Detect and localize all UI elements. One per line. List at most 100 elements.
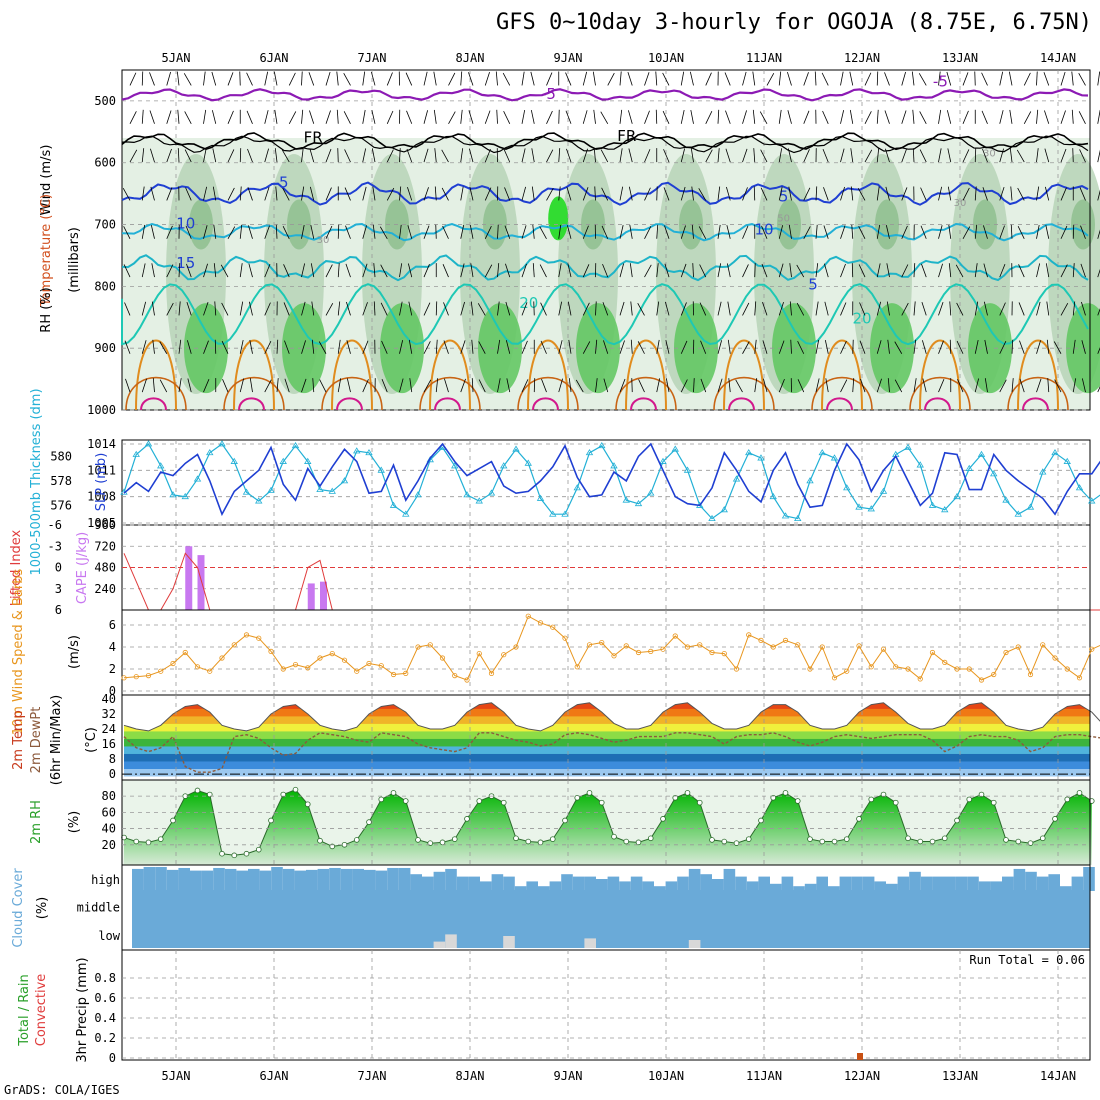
- wind-barb: [644, 187, 651, 201]
- date-label-bottom: 8JAN: [456, 1069, 485, 1083]
- thickness-marker: [757, 454, 765, 461]
- thickness-marker: [267, 486, 275, 493]
- wind-barb: [1080, 263, 1086, 278]
- temp-band: [124, 702, 1090, 709]
- wind-barb: [166, 71, 171, 86]
- wind-barb: [760, 149, 768, 163]
- wind-barb: [176, 71, 180, 86]
- wind-barb: [761, 263, 768, 278]
- wind-barb: [859, 302, 866, 316]
- thickness-marker: [291, 441, 300, 449]
- wind-barb: [325, 302, 334, 316]
- rh-marker: [905, 835, 911, 842]
- isotherm: [121, 222, 1089, 242]
- wind-barb: [227, 72, 234, 86]
- wind-barb: [752, 109, 756, 124]
- wind-barb: [227, 187, 235, 201]
- wind-barb: [663, 149, 670, 163]
- wind-barb: [471, 339, 474, 354]
- date-label-bottom: 6JAN: [260, 1069, 289, 1083]
- wind-marker: [219, 655, 225, 661]
- wind-marker: [488, 670, 495, 677]
- wind-barb: [407, 225, 413, 239]
- wind-barb: [790, 339, 792, 354]
- wind-barb: [497, 263, 500, 278]
- wind-barb: [539, 264, 547, 278]
- wind-barb: [901, 110, 907, 124]
- wind-barb: [565, 110, 572, 124]
- wind-marker: [954, 666, 960, 672]
- wind-barb: [1071, 71, 1074, 86]
- wind-barb: [656, 301, 660, 316]
- wind-marker: [1040, 642, 1046, 648]
- wind-barb: [981, 72, 988, 86]
- wind-barb: [840, 110, 845, 124]
- wind-barb: [558, 378, 563, 393]
- wind-barb: [530, 110, 535, 124]
- wind-barb: [150, 148, 155, 163]
- wind-barb: [444, 378, 449, 393]
- wind-barb: [619, 148, 623, 163]
- isotherm-30: [909, 376, 971, 411]
- isotherm-25: [135, 339, 177, 411]
- tick-label: 32: [102, 707, 116, 721]
- wind-barb: [689, 71, 694, 86]
- thickness-marker: [573, 484, 581, 491]
- thickness-marker: [598, 441, 606, 449]
- wind-barb: [582, 264, 590, 278]
- cloud-high-bar: [352, 868, 364, 891]
- wind-barb: [948, 224, 952, 239]
- wind-barb: [301, 71, 303, 86]
- wind-barb: [521, 71, 525, 86]
- cloud-high-bar: [735, 876, 747, 891]
- wind-marker: [978, 677, 985, 683]
- axis-label: 2m Temp: [11, 710, 26, 770]
- wind-barb: [343, 111, 351, 124]
- wind-marker: [1015, 644, 1021, 650]
- temp-band: [124, 768, 1090, 777]
- wind-barb: [823, 225, 829, 239]
- rh-marker: [1088, 798, 1095, 804]
- cloud-high-bar: [897, 876, 910, 891]
- wind-barb: [1036, 263, 1041, 278]
- wind-barb: [717, 263, 722, 278]
- wind-barb: [662, 110, 670, 124]
- wind-barb: [319, 379, 327, 393]
- wind-barb: [484, 226, 492, 239]
- cloud-high-bar: [920, 876, 933, 891]
- wind-barb: [399, 263, 403, 278]
- isotherm-30: [321, 376, 383, 411]
- wind-barb: [1054, 379, 1062, 393]
- wind-barb: [913, 263, 916, 278]
- wind-barb: [399, 378, 404, 393]
- wind-barb: [567, 263, 572, 278]
- wind-barb: [778, 71, 782, 86]
- wind-barb: [1079, 149, 1086, 163]
- wind-barb: [1060, 148, 1067, 163]
- rh-marker: [464, 816, 470, 822]
- thickness-marker: [1026, 503, 1035, 510]
- thickness-marker: [806, 477, 814, 484]
- wind-barb: [680, 302, 687, 316]
- wind-marker: [452, 672, 458, 679]
- wind-barb: [566, 225, 572, 239]
- rh-marker: [770, 794, 777, 801]
- cloud-high-bar: [596, 879, 608, 891]
- wind-barb: [187, 378, 192, 393]
- wind-marker: [586, 642, 593, 648]
- rh-marker: [280, 791, 287, 798]
- rh-marker: [219, 850, 225, 857]
- wind-barb: [186, 301, 192, 316]
- wind-marker: [1064, 666, 1070, 672]
- wind-barb: [735, 379, 743, 393]
- wind-barb: [840, 71, 844, 86]
- wind-barb: [824, 339, 829, 354]
- cloud-high-bar: [329, 867, 341, 891]
- wind-barb: [239, 263, 243, 278]
- wind-barb: [1036, 224, 1040, 239]
- cloud-high-bar: [816, 876, 828, 891]
- thickness-marker: [414, 491, 422, 498]
- wind-barb: [901, 302, 909, 316]
- wind-barb: [460, 224, 465, 239]
- axis-label: (6hr Min/Max): [49, 695, 64, 785]
